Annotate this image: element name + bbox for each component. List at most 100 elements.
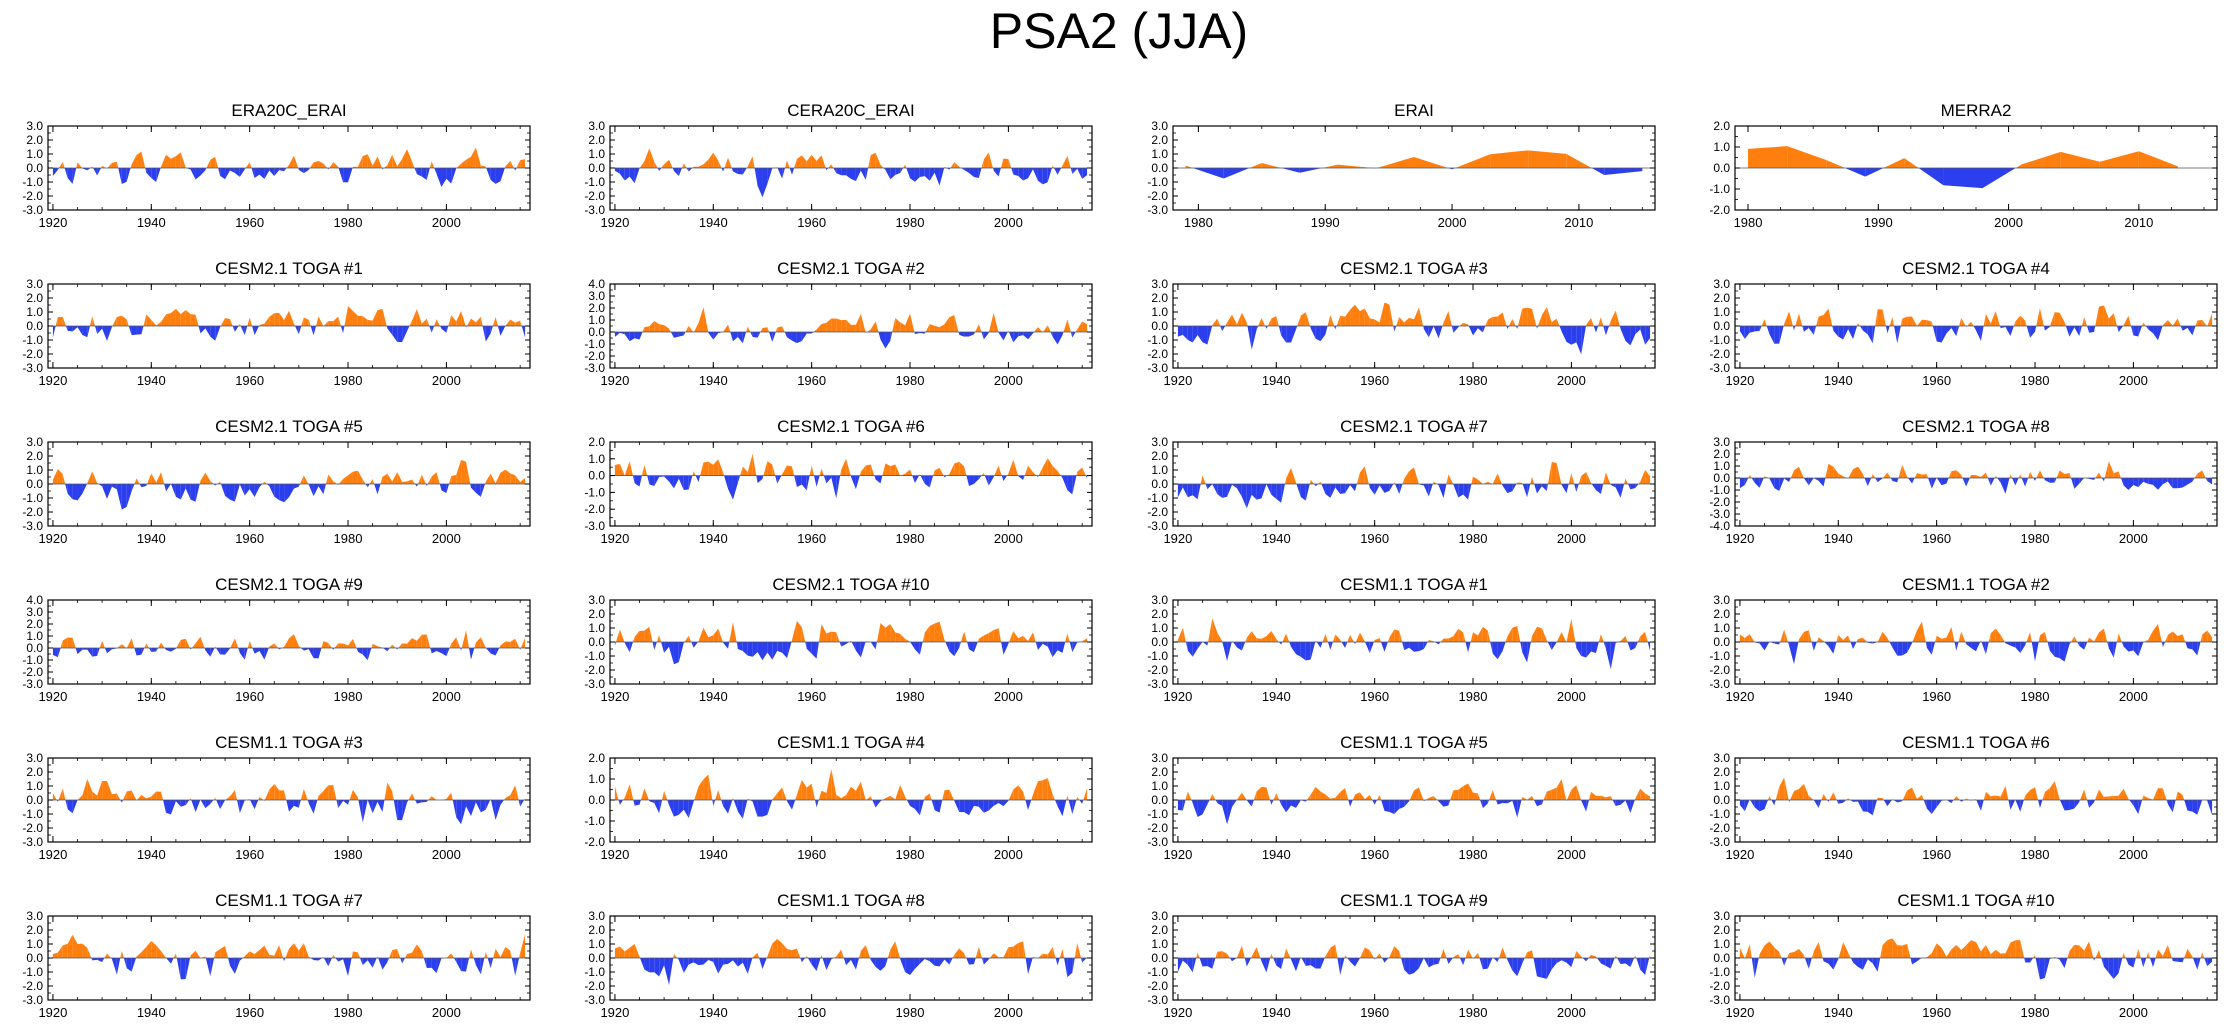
series-area — [1013, 168, 1019, 176]
series-area — [1384, 800, 1390, 813]
series-area — [2054, 478, 2057, 483]
series-area — [1345, 309, 1351, 326]
series-area — [176, 639, 181, 648]
x-tick-label: 2000 — [994, 847, 1023, 862]
series-area — [1321, 484, 1326, 494]
series-area — [629, 332, 635, 342]
series-area — [495, 648, 500, 656]
y-tick-label: -1.0 — [1147, 175, 1168, 189]
series-area — [826, 631, 832, 642]
series-area — [1803, 783, 1809, 800]
series-area — [2138, 151, 2178, 168]
series-area — [269, 313, 275, 326]
series-area — [929, 475, 934, 488]
series-area — [461, 459, 467, 484]
series-area — [77, 795, 83, 800]
series-area — [1062, 949, 1065, 958]
series-area — [2099, 151, 2139, 168]
series-area — [229, 484, 235, 502]
y-tick-label: -2.0 — [1147, 821, 1168, 835]
series-area — [1334, 326, 1336, 330]
series-area — [426, 634, 431, 648]
series-area — [313, 326, 317, 336]
series-area — [1001, 642, 1004, 655]
series-area — [87, 326, 90, 338]
series-area — [2069, 472, 2072, 478]
series-area — [809, 465, 812, 476]
series-area — [301, 317, 304, 326]
series-area — [225, 318, 230, 326]
series-area — [225, 945, 229, 958]
series-area — [519, 952, 521, 958]
series-area — [787, 332, 792, 341]
series-area — [1739, 800, 1745, 812]
series-area — [131, 326, 137, 336]
series-area — [1502, 484, 1508, 494]
series-area — [316, 316, 319, 326]
series-area — [1057, 958, 1060, 966]
series-area — [880, 164, 884, 168]
series-area — [427, 476, 432, 484]
series-area — [136, 794, 142, 800]
series-area — [191, 800, 196, 813]
series-area — [870, 152, 876, 168]
y-tick-label: -3.0 — [22, 677, 43, 691]
series-area — [367, 958, 373, 968]
series-area — [973, 800, 979, 807]
series-area — [205, 168, 207, 171]
series-area — [1566, 326, 1572, 345]
series-area — [497, 326, 501, 336]
series-area — [1848, 798, 1851, 800]
series-area — [1295, 326, 1298, 330]
x-tick-label: 1920 — [1725, 847, 1754, 862]
series-area — [1300, 642, 1306, 661]
series-area — [245, 162, 250, 168]
series-area — [151, 791, 157, 800]
series-area — [470, 949, 474, 958]
series-area — [2049, 478, 2055, 483]
series-area — [1764, 642, 1770, 651]
series-area — [1823, 478, 1826, 487]
series-area — [431, 648, 437, 654]
series-area — [1077, 796, 1080, 800]
series-area — [426, 800, 429, 802]
series-area — [865, 464, 871, 476]
x-tick-label: 1960 — [797, 531, 826, 546]
series-area — [1492, 642, 1498, 660]
series-area — [367, 648, 372, 661]
series-area — [254, 326, 260, 336]
series-area — [409, 320, 412, 326]
series-area — [818, 624, 822, 642]
series-area — [274, 484, 280, 501]
series-area — [2123, 315, 2129, 326]
series-area — [239, 958, 243, 961]
series-area — [1645, 631, 1648, 642]
series-area — [161, 154, 167, 168]
series-area — [1889, 316, 1893, 326]
series-area — [1971, 474, 1976, 478]
series-area — [67, 326, 73, 332]
series-area — [1959, 317, 1962, 326]
panel-21: CESM1.1 TOGA #73.02.01.00.0-1.0-2.0-3.01… — [22, 891, 531, 1020]
panel-title: CESM1.1 TOGA #8 — [777, 891, 925, 910]
series-area — [634, 944, 640, 958]
series-area — [1335, 326, 1337, 330]
series-area — [1003, 332, 1008, 341]
series-area — [1369, 794, 1373, 800]
series-area — [1999, 326, 2001, 329]
series-area — [310, 326, 314, 336]
series-area — [1605, 796, 1611, 800]
series-area — [708, 332, 714, 340]
series-area — [1220, 326, 1223, 332]
series-area — [2042, 792, 2045, 800]
series-area — [426, 484, 428, 486]
series-area — [2094, 326, 2096, 333]
y-tick-label: 3.0 — [588, 593, 605, 607]
series-area — [1320, 326, 1326, 342]
x-tick-label: 1960 — [235, 531, 264, 546]
series-area — [431, 161, 435, 168]
series-area — [1981, 642, 1986, 655]
series-area — [2153, 788, 2158, 800]
series-area — [1443, 638, 1449, 642]
series-area — [161, 951, 167, 958]
